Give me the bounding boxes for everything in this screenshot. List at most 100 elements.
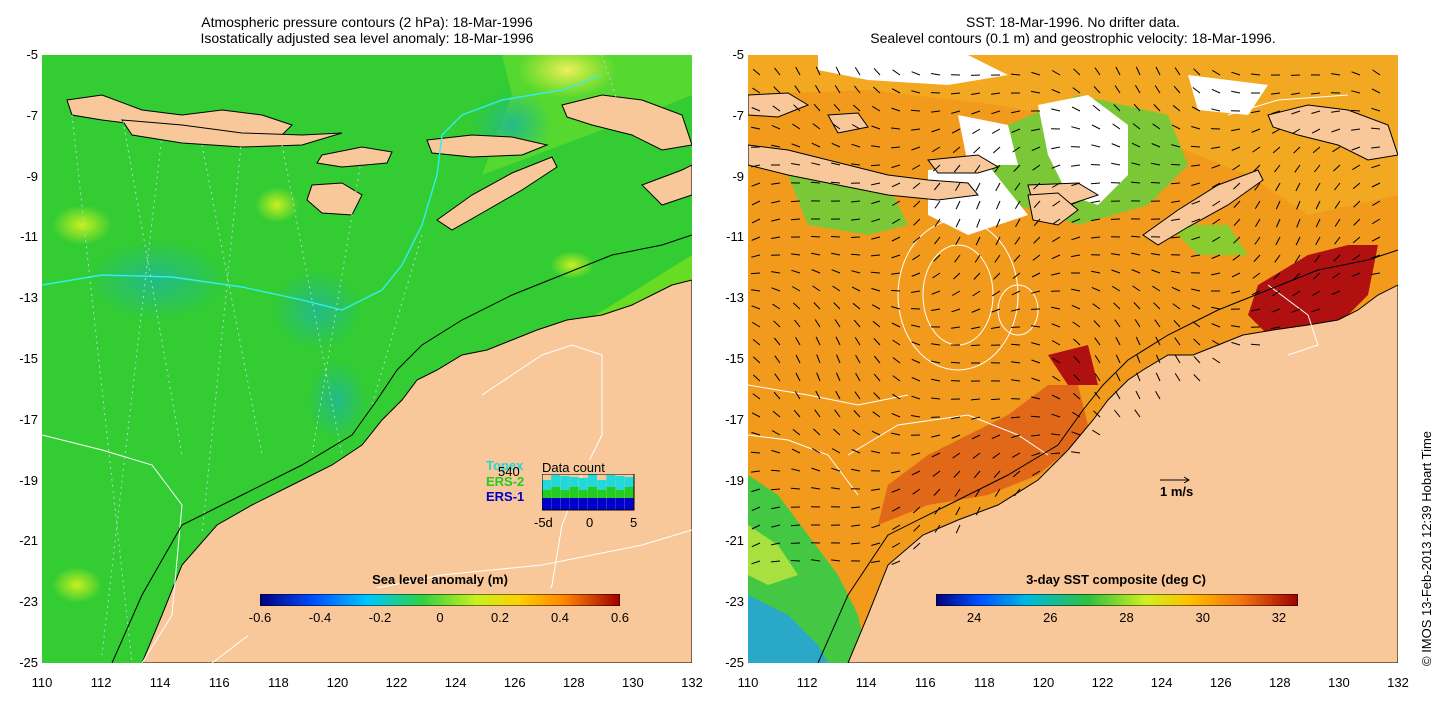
velocity-arrow (1012, 146, 1021, 153)
velocity-arrow (1050, 452, 1061, 455)
velocity-arrow (1333, 254, 1341, 262)
velocity-arrow (1171, 218, 1181, 221)
velocity-arrow (873, 355, 881, 364)
data-count-bar (578, 490, 588, 498)
colorbar-tick-label: 24 (966, 610, 982, 625)
velocity-arrow (851, 163, 861, 166)
sla-map-svg (42, 55, 692, 663)
velocity-arrow (795, 336, 801, 346)
velocity-arrow (1091, 200, 1101, 204)
velocity-arrow (892, 69, 901, 76)
lat-tick-label: -11 (726, 229, 744, 245)
velocity-arrow (971, 434, 981, 440)
velocity-arrow (1114, 319, 1121, 328)
velocity-arrow (932, 146, 941, 153)
velocity-arrow (1051, 272, 1061, 276)
credit-text: © IMOS 13-Feb-2013 12:39 Hobart Time (1401, 110, 1434, 670)
velocity-arrow (1275, 182, 1281, 192)
lat-tick-label: -5 (26, 47, 38, 62)
velocity-arrow (1151, 162, 1161, 166)
velocity-arrow (772, 303, 781, 310)
velocity-arrow (1033, 182, 1041, 190)
velocity-arrow (1351, 71, 1361, 76)
velocity-arrow (816, 354, 821, 364)
velocity-arrow (934, 218, 941, 227)
velocity-arrow (871, 200, 881, 205)
velocity-arrow (751, 542, 761, 548)
velocity-arrow (1353, 200, 1361, 208)
data-count-title: Data count (542, 460, 605, 475)
velocity-arrow (1152, 285, 1161, 292)
velocity-arrow (1031, 128, 1041, 132)
lon-tick-label: 128 (562, 675, 585, 690)
velocity-arrow (811, 269, 821, 274)
lon-tick-label: 132 (681, 675, 703, 690)
velocity-arrow (771, 542, 781, 546)
velocity-arrow (955, 506, 961, 516)
velocity-arrow (871, 236, 881, 240)
velocity-arrow (1334, 200, 1341, 209)
velocity-arrow (751, 412, 761, 418)
velocity-arrow (871, 125, 881, 130)
velocity-arrow (1052, 357, 1061, 364)
velocity-arrow (931, 290, 941, 295)
velocity-arrow (932, 272, 941, 279)
lat-tick-label: -17 (725, 411, 744, 427)
velocity-arrow (870, 254, 881, 257)
velocity-arrow (810, 235, 821, 238)
velocity-arrow (1232, 164, 1241, 171)
data-count-bar (588, 474, 597, 487)
velocity-arrow (1131, 142, 1141, 148)
velocity-arrow (995, 200, 1001, 210)
velocity-arrow (853, 410, 861, 418)
velocity-arrow (971, 416, 981, 420)
velocity-arrow (873, 67, 881, 76)
velocity-arrow (994, 254, 1001, 263)
velocity-arrow (1212, 200, 1221, 207)
velocity-arrow (871, 182, 881, 186)
data-count-bar (606, 498, 616, 510)
velocity-arrow (852, 429, 861, 436)
velocity-arrow (1051, 70, 1061, 76)
velocity-arrow (1051, 306, 1061, 310)
velocity-arrow (770, 488, 781, 491)
velocity-arrow (991, 434, 1001, 440)
velocity-arrow (1031, 452, 1041, 457)
lon-tick-label: 112 (90, 675, 112, 690)
velocity-arrow (1250, 343, 1261, 346)
velocity-arrow (1331, 73, 1341, 76)
velocity-arrow (1311, 128, 1321, 134)
velocity-arrow (1272, 290, 1281, 297)
velocity-arrow (871, 506, 881, 510)
velocity-arrow (1131, 269, 1141, 274)
no-data-region (1038, 95, 1128, 205)
velocity-arrow (1090, 182, 1101, 185)
velocity-arrow (1032, 254, 1041, 261)
velocity-arrow (931, 452, 941, 458)
velocity-arrow (834, 85, 841, 94)
velocity-arrow (1152, 123, 1161, 130)
lat-tick-label: -7 (26, 107, 38, 123)
velocity-arrow (1314, 254, 1321, 263)
velocity-arrow (850, 253, 861, 256)
velocity-arrow (911, 71, 921, 76)
velocity-arrow (1191, 288, 1201, 292)
velocity-arrow (955, 218, 961, 228)
high-anomaly-spot (550, 251, 594, 279)
velocity-arrow (1113, 302, 1121, 310)
velocity-arrow (1031, 377, 1041, 382)
velocity-arrow (871, 145, 881, 148)
velocity-arrow (1231, 341, 1241, 346)
velocity-arrow (770, 469, 781, 472)
velocity-arrow (1331, 128, 1341, 133)
velocity-arrow (1295, 182, 1301, 192)
velocity-arrow (1071, 126, 1081, 130)
velocity-arrow (1014, 236, 1021, 245)
velocity-arrow (1136, 372, 1141, 382)
velocity-arrow (970, 344, 981, 347)
velocity-arrow (1254, 236, 1261, 245)
velocity-arrow (1092, 105, 1101, 112)
velocity-arrow (1293, 272, 1301, 280)
velocity-arrow (771, 430, 781, 436)
velocity-arrow (771, 271, 781, 274)
